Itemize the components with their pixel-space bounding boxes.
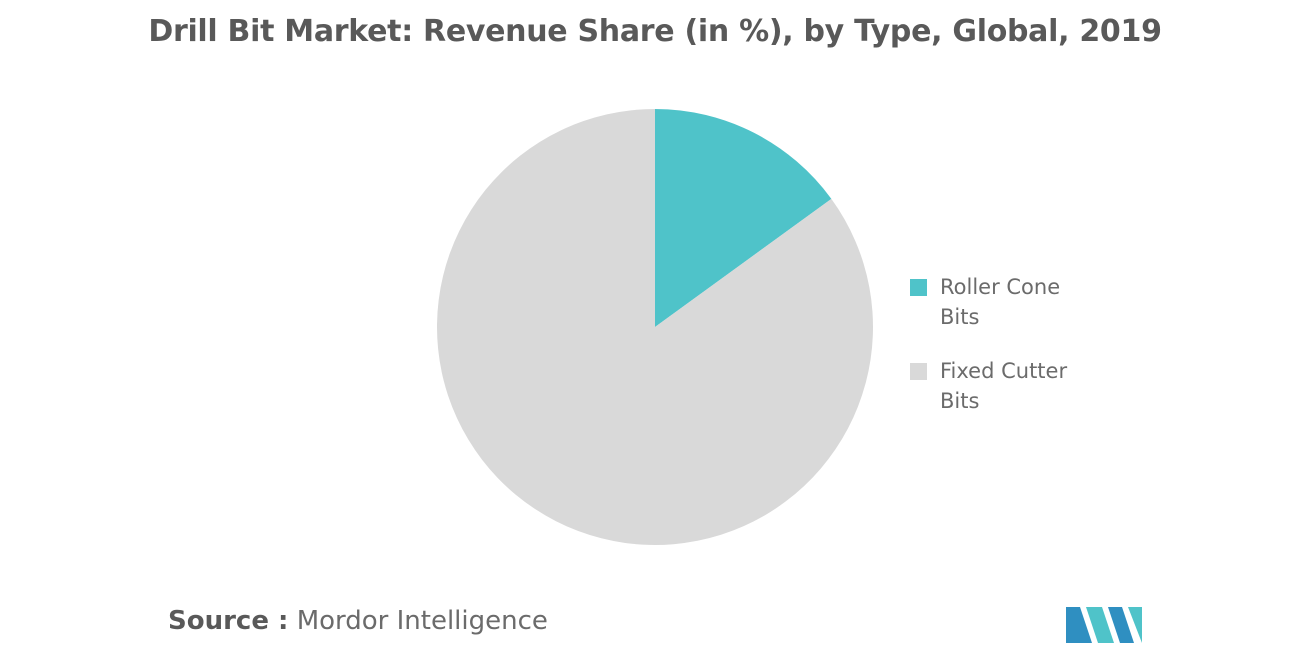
source-text: Mordor Intelligence (296, 606, 548, 636)
legend-label-fixed-cutter-bits: Fixed Cutter Bits (940, 359, 1068, 413)
chart-title: Drill Bit Market: Revenue Share (in %), … (148, 14, 1162, 49)
legend-item-fixed-cutter-bits: Fixed Cutter Bits (910, 356, 1110, 416)
logo-shape-1 (1066, 607, 1092, 643)
source-label: Source : (168, 606, 289, 636)
legend-label-roller-cone-bits: Roller Cone Bits (940, 275, 1061, 329)
legend-swatch-roller-cone-bits (910, 279, 927, 296)
legend-item-roller-cone-bits: Roller Cone Bits (910, 272, 1110, 332)
pie-slice-fixed-cutter-bits (437, 109, 874, 545)
logo-shape-2 (1086, 607, 1114, 643)
pie-slices (437, 109, 874, 545)
source-note: Source : Mordor Intelligence (168, 606, 548, 636)
legend: Roller Cone Bits Fixed Cutter Bits (910, 272, 1110, 440)
logo-shape-3 (1108, 607, 1134, 643)
pie-slice-roller-cone-bits (655, 109, 832, 327)
logo-shape-4 (1128, 607, 1142, 643)
mordor-intelligence-logo-icon (1066, 607, 1142, 643)
legend-swatch-fixed-cutter-bits (910, 363, 927, 380)
